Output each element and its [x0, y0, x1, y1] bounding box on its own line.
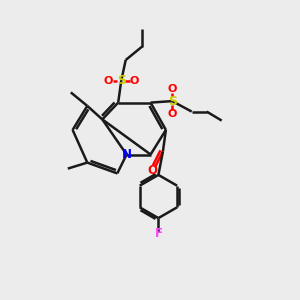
Text: O: O	[167, 109, 177, 119]
Text: O: O	[167, 83, 177, 94]
Text: O: O	[147, 164, 158, 177]
Text: S: S	[168, 94, 177, 108]
Text: N: N	[122, 148, 132, 161]
Text: O: O	[129, 76, 139, 86]
Text: F: F	[154, 226, 162, 240]
Text: O: O	[104, 76, 113, 86]
Text: S: S	[117, 74, 126, 88]
